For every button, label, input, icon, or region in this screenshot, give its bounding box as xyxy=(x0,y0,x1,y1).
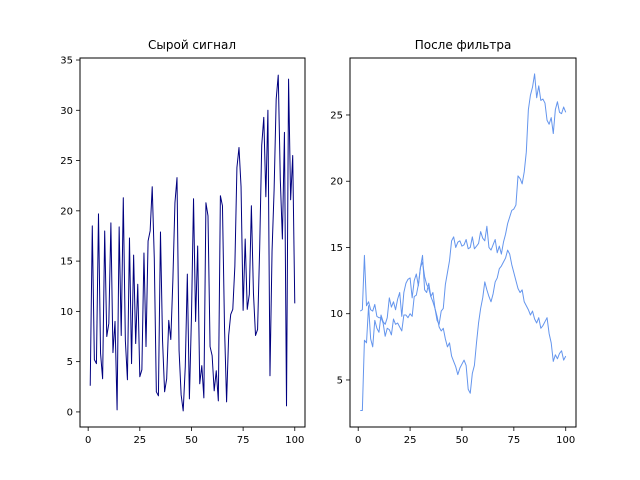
right-x-tick-label: 50 xyxy=(456,435,469,446)
right-x-tick-label: 75 xyxy=(507,435,520,446)
right-y-tick-label: 5 xyxy=(337,375,343,386)
left-x-tick-label: 25 xyxy=(133,435,146,446)
right-y-tick-label: 15 xyxy=(330,243,343,254)
left-plot-area: 0 25 50 75 100 0 5 10 15 20 25 30 35 xyxy=(60,56,304,446)
right-chart-title: После фильтра xyxy=(415,38,512,52)
left-x-tick-label: 100 xyxy=(285,435,304,446)
left-x-tick-label: 75 xyxy=(237,435,250,446)
right-y-tick-label: 25 xyxy=(330,110,343,121)
right-axes-frame xyxy=(349,57,577,428)
right-x-tick-label: 0 xyxy=(355,435,361,446)
left-y-tick-label: 15 xyxy=(60,257,73,268)
left-axes-frame xyxy=(79,57,306,428)
left-y-tick-label: 20 xyxy=(60,206,73,217)
left-y-tick-label: 0 xyxy=(67,407,73,418)
right-y-tick-label: 20 xyxy=(330,177,343,188)
left-y-tick-label: 10 xyxy=(60,307,73,318)
left-series-line-1 xyxy=(89,74,296,412)
left-subplot: 0 25 50 75 100 0 5 10 15 20 25 30 35 Сырой сигнал xyxy=(60,38,306,446)
right-subplot: 0 25 50 75 100 5 10 15 20 25 После фильтра xyxy=(330,38,577,446)
left-x-tick-label: 0 xyxy=(85,435,91,446)
left-chart-title: Сырой сигнал xyxy=(148,38,236,52)
left-y-tick-label: 5 xyxy=(67,357,73,368)
left-y-tick-label: 35 xyxy=(60,56,73,67)
right-plot-area: 0 25 50 75 100 5 10 15 20 25 xyxy=(330,73,575,446)
right-series-line-1 xyxy=(360,249,567,411)
left-x-tick-label: 50 xyxy=(185,435,198,446)
right-y-tick-label: 10 xyxy=(330,309,343,320)
right-x-tick-label: 25 xyxy=(404,435,417,446)
left-y-tick-label: 30 xyxy=(60,106,73,117)
right-x-tick-label: 100 xyxy=(556,435,575,446)
right-series-line-2 xyxy=(360,73,567,337)
left-y-tick-label: 25 xyxy=(60,156,73,167)
